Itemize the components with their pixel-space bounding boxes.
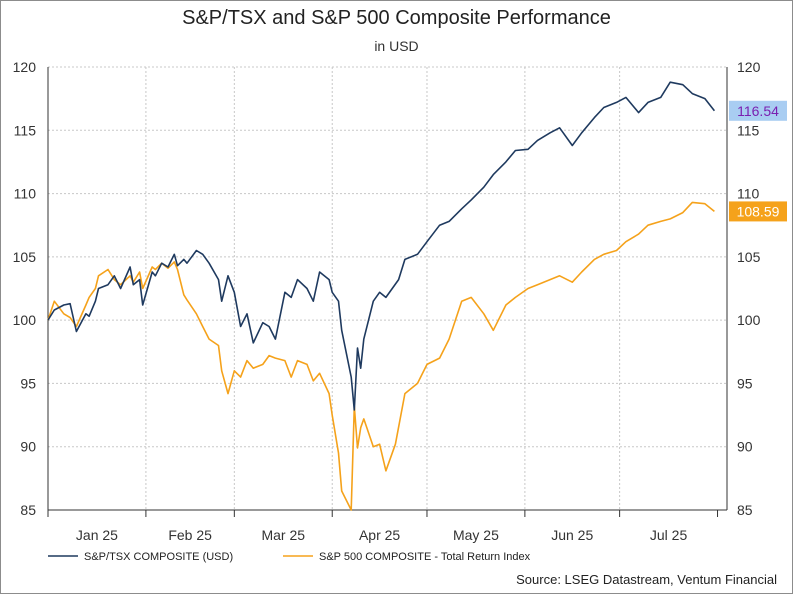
tsx-last-value-box — [729, 100, 787, 121]
y-right-tick-label: 110 — [737, 186, 760, 202]
legend-tsx-label: S&P/TSX COMPOSITE (USD) — [84, 551, 233, 563]
y-left-tick-label: 100 — [13, 312, 37, 328]
x-tick-label: Jun 25 — [551, 527, 593, 543]
legend-sp500-label: S&P 500 COMPOSITE - Total Return Index — [319, 551, 531, 563]
x-axis-ticks: Jan 25 Feb 25 Mar 25 Apr 25 May 25 Jun 25 Jul … — [76, 527, 688, 543]
x-tick-label: Mar 25 — [261, 527, 305, 543]
x-tick-label: Apr 25 — [359, 527, 400, 543]
series-lines — [47, 81, 716, 511]
y-axis-left-ticks: 85 90 95 100 105 110 115 120 — [13, 59, 37, 518]
y-left-tick-label: 115 — [14, 122, 37, 138]
y-right-tick-label: 105 — [737, 249, 761, 265]
y-left-tick-label: 90 — [20, 439, 36, 455]
y-axis-right-ticks: 85 90 95 100 105 110 115 120 — [737, 59, 761, 518]
y-left-tick-label: 85 — [20, 502, 36, 518]
grid-lines — [48, 66, 727, 511]
y-right-tick-label: 90 — [737, 439, 753, 455]
chart-subtitle: in USD — [374, 38, 419, 54]
y-left-tick-label: 110 — [14, 186, 37, 202]
x-tick-label: Jul 25 — [650, 527, 688, 543]
y-right-tick-label: 95 — [737, 375, 753, 391]
sp500-last-value-label: 108.59 — [737, 203, 780, 219]
x-tick-label: Jan 25 — [76, 527, 118, 543]
last-value-labels: 116.54 108.59 — [729, 100, 787, 222]
axes — [47, 67, 728, 517]
source-note: Source: LSEG Datastream, Ventum Financia… — [516, 572, 777, 587]
chart-title: S&P/TSX and S&P 500 Composite Performanc… — [182, 7, 611, 29]
y-left-tick-label: 105 — [13, 249, 37, 265]
y-right-tick-label: 120 — [737, 59, 761, 75]
y-right-tick-label: 100 — [737, 312, 761, 328]
tsx-series-line — [47, 81, 716, 411]
tsx-last-value-label: 116.54 — [737, 103, 779, 119]
sp500-last-value-box — [729, 201, 787, 222]
legend: S&P/TSX COMPOSITE (USD) S&P 500 COMPOSITE… — [48, 551, 531, 563]
y-right-tick-label: 85 — [737, 502, 753, 518]
y-left-tick-label: 120 — [13, 59, 37, 75]
y-right-tick-label: 115 — [737, 122, 760, 138]
x-tick-label: Feb 25 — [168, 527, 212, 543]
sp500-series-line — [47, 201, 715, 511]
y-left-tick-label: 95 — [20, 375, 36, 391]
x-tick-label: May 25 — [453, 527, 499, 543]
